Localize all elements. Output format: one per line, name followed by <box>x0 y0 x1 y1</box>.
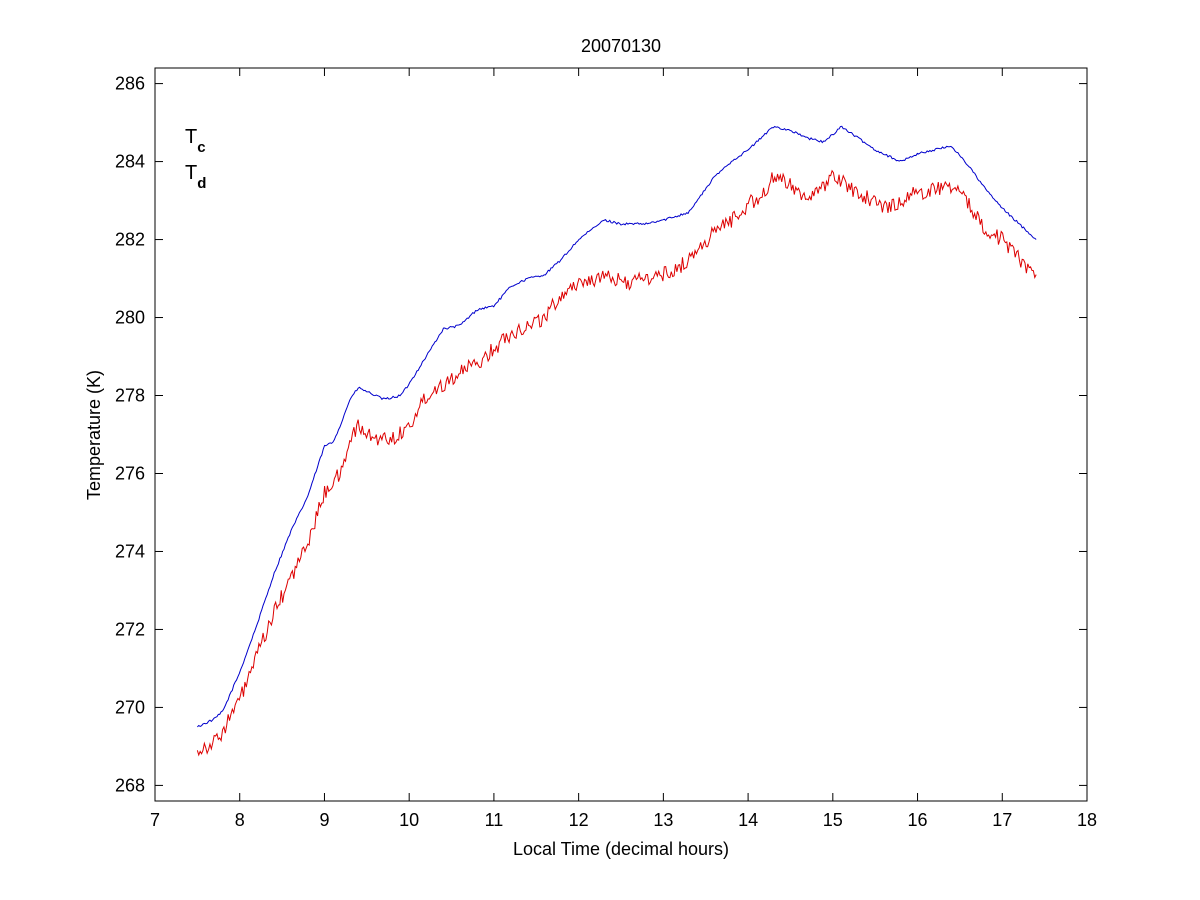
x-tick-label: 14 <box>738 810 758 830</box>
y-tick-label: 278 <box>115 386 145 406</box>
x-tick-label: 8 <box>235 810 245 830</box>
x-tick-label: 10 <box>399 810 419 830</box>
x-tick-label: 17 <box>992 810 1012 830</box>
y-tick-label: 276 <box>115 463 145 483</box>
y-tick-label: 274 <box>115 541 145 561</box>
y-tick-label: 286 <box>115 74 145 94</box>
y-tick-label: 270 <box>115 697 145 717</box>
x-tick-label: 16 <box>908 810 928 830</box>
y-axis-title: Temperature (K) <box>84 370 104 500</box>
series-line-td <box>196 169 1037 757</box>
x-tick-label: 18 <box>1077 810 1097 830</box>
y-tick-label: 268 <box>115 775 145 795</box>
y-tick-label: 284 <box>115 152 145 172</box>
chart-title: 20070130 <box>581 36 661 56</box>
y-axis-ticks: 268 270 272 274 276 278 280 282 284 286 <box>115 74 1087 795</box>
y-tick-label: 280 <box>115 308 145 328</box>
x-axis-title: Local Time (decimal hours) <box>513 839 729 859</box>
x-tick-label: 9 <box>319 810 329 830</box>
x-tick-label: 7 <box>150 810 160 830</box>
x-axis-ticks: 7 8 9 10 11 12 13 14 15 16 17 18 <box>150 68 1097 830</box>
legend-subscript: c <box>197 139 205 156</box>
y-tick-label: 272 <box>115 619 145 639</box>
series-layer <box>196 125 1037 757</box>
x-tick-label: 15 <box>823 810 843 830</box>
series-line-tc <box>197 125 1037 728</box>
x-tick-label: 13 <box>653 810 673 830</box>
legend-subscript: d <box>197 175 206 192</box>
x-tick-label: 12 <box>569 810 589 830</box>
x-tick-label: 11 <box>485 810 504 830</box>
plot-area <box>154 67 1088 802</box>
y-tick-label: 282 <box>115 230 145 250</box>
